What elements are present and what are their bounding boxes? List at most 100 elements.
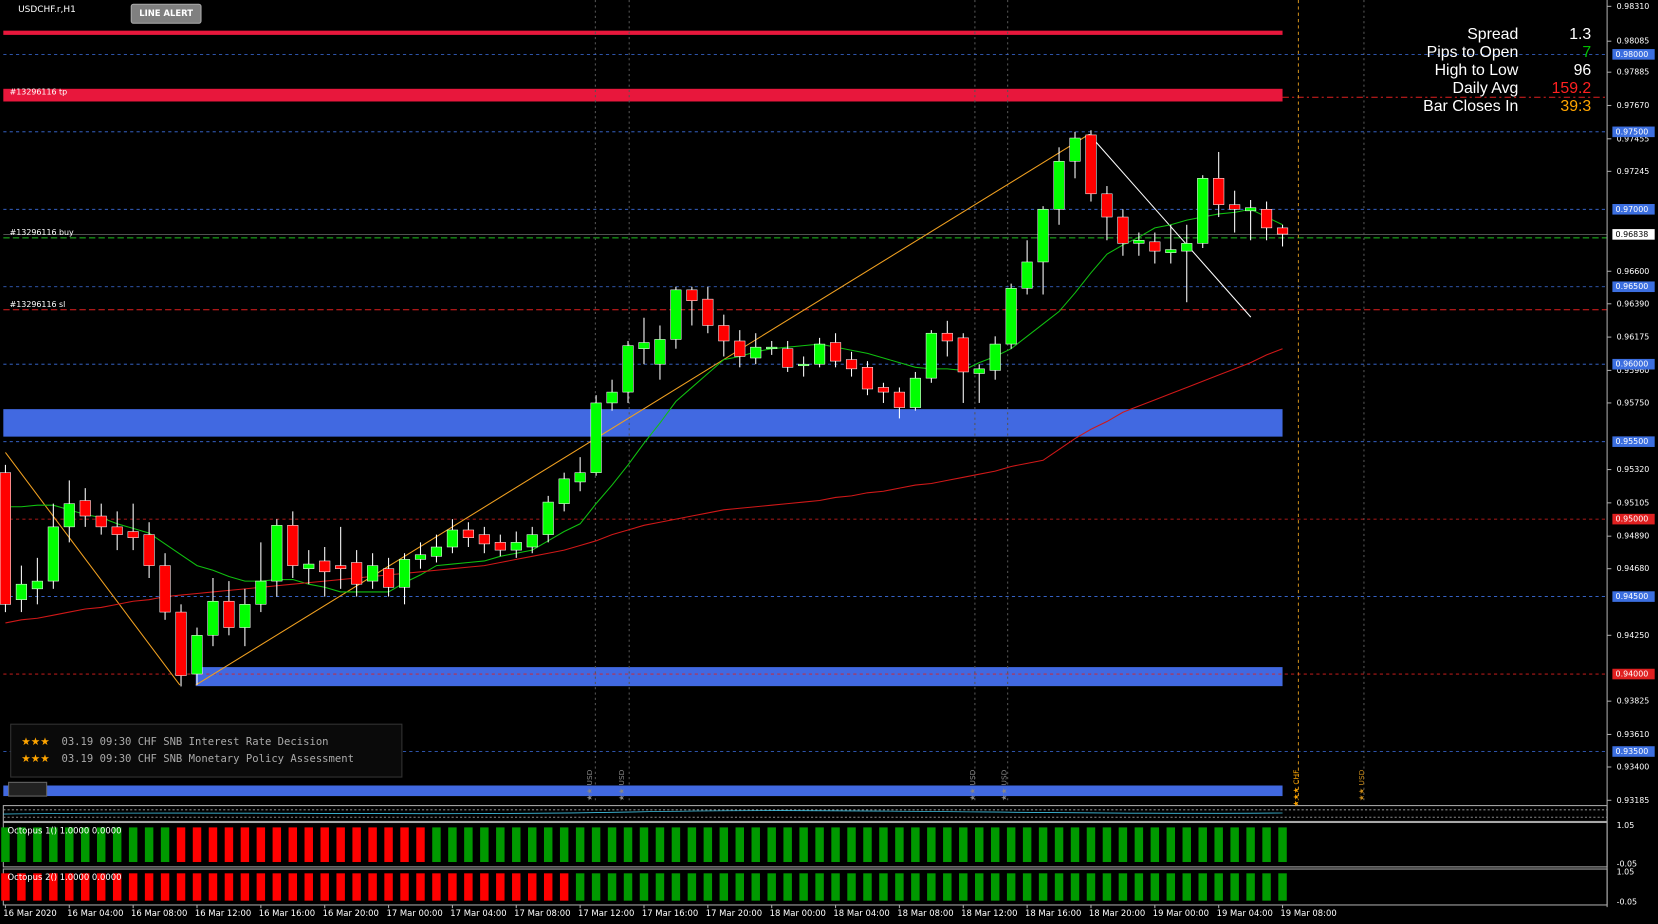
x-tick-label: 16 Mar 20:00 (323, 908, 379, 918)
indicator-tick-label: -0.05 (1617, 859, 1637, 868)
candle-body (766, 346, 778, 349)
x-tick-label: 16 Mar 08:00 (131, 908, 187, 918)
candle-body (1053, 160, 1065, 210)
news-bar (3, 785, 1283, 797)
x-tick-label: 18 Mar 08:00 (897, 908, 953, 918)
candle-body (1261, 209, 1273, 229)
order-label: #13296116 buy (10, 228, 74, 237)
candle-body (957, 337, 969, 373)
indicator-bar (703, 827, 713, 863)
indicator-bar (320, 827, 329, 863)
indicator-bar (528, 827, 537, 863)
info-value: 96 (1574, 62, 1592, 79)
candle-body (1101, 193, 1113, 218)
candle-body (1085, 134, 1097, 195)
support-zone (195, 667, 1283, 687)
y-tick-label: 0.94890 (1617, 532, 1650, 541)
level-box (1612, 281, 1655, 293)
indicator-bar (559, 873, 569, 901)
candle-body (654, 339, 666, 365)
indicator-bar (17, 827, 26, 863)
indicator-bar (416, 827, 425, 863)
indicator-bar (1006, 827, 1016, 863)
level-label: 0.97500 (1616, 127, 1649, 136)
indicator-bar (448, 873, 457, 901)
candle-body (143, 534, 155, 566)
indicator-bar (1006, 873, 1016, 901)
indicator-bar (1134, 827, 1144, 863)
indicator-bar (1102, 827, 1112, 863)
candle-body (925, 332, 937, 379)
x-tick-label: 18 Mar 16:00 (1025, 908, 1081, 918)
candle-body (175, 611, 187, 676)
candle-body (718, 325, 730, 342)
indicator-bar (384, 873, 393, 901)
indicator-bar (368, 873, 377, 901)
indicator-bar (112, 873, 122, 901)
news-panel (10, 723, 403, 778)
current-price-label: 0.96838 (1616, 230, 1649, 239)
indicator-bar (33, 827, 42, 863)
candle-body (1117, 216, 1129, 244)
indicator-bar (256, 827, 266, 863)
candle-body (782, 348, 794, 368)
level-label: 0.97000 (1616, 205, 1649, 214)
event-marker: ★★ USD (585, 769, 594, 801)
candle-body (909, 377, 921, 408)
button-label[interactable]: LINE ALERT (139, 8, 193, 18)
indicator-bar (400, 873, 409, 901)
indicator-bar (432, 873, 441, 901)
event-marker: ★★ USD (617, 769, 626, 801)
indicator-bar (767, 873, 776, 901)
indicator-bar (815, 873, 824, 901)
candle-body (398, 559, 411, 588)
info-value: 1.3 (1569, 26, 1591, 43)
indicator-bar (767, 827, 776, 863)
level-box (1612, 358, 1655, 370)
indicator-bar (1262, 827, 1271, 863)
y-tick-label: 0.93185 (1617, 796, 1650, 805)
x-tick-label: 18 Mar 12:00 (961, 908, 1017, 918)
candle-body (989, 343, 1001, 371)
level-label: 0.94500 (1616, 592, 1649, 601)
candle-body (319, 560, 331, 573)
indicator-bar (895, 827, 904, 863)
candle-body (111, 526, 123, 535)
news-nav[interactable] (8, 781, 48, 797)
indicator-bar (1246, 827, 1255, 863)
x-tick-label: 18 Mar 04:00 (833, 908, 889, 918)
candle-body (558, 478, 570, 504)
x-tick-label: 18 Mar 00:00 (770, 908, 826, 918)
y-tick-label: 0.96600 (1617, 267, 1650, 276)
indicator-bar (1214, 873, 1223, 901)
indicator-bar (959, 873, 968, 901)
candle-body (1276, 227, 1289, 235)
indicator-bar (1278, 873, 1287, 901)
news-text: 03.19 09:30 CHF SNB Interest Rate Decisi… (61, 736, 328, 748)
level-box (1612, 668, 1655, 680)
x-tick-label: 16 Mar 12:00 (195, 908, 251, 918)
indicator-bar (703, 873, 713, 901)
alert-line (3, 30, 1283, 35)
indicator-bar (735, 873, 745, 901)
indicator-bar (927, 873, 936, 901)
indicator-bar (1022, 827, 1032, 863)
x-tick-label: 18 Mar 20:00 (1089, 908, 1145, 918)
indicator-bar (751, 873, 760, 901)
indicator-bar (607, 827, 617, 863)
level-box (1612, 591, 1655, 602)
indicator-bar (112, 827, 122, 863)
indicator-bar (799, 827, 808, 863)
candle-body (941, 332, 953, 342)
info-label: High to Low (1435, 62, 1519, 79)
candle-body (861, 367, 874, 390)
order-label: #13296116 sl (10, 300, 66, 309)
indicator-bar (448, 827, 457, 863)
indicator-bar (655, 873, 665, 901)
indicator-bar (847, 827, 856, 863)
indicator-bar (480, 827, 489, 863)
candle-body (1149, 241, 1161, 252)
candle-body (622, 345, 634, 393)
line-alert-button[interactable] (130, 3, 202, 24)
